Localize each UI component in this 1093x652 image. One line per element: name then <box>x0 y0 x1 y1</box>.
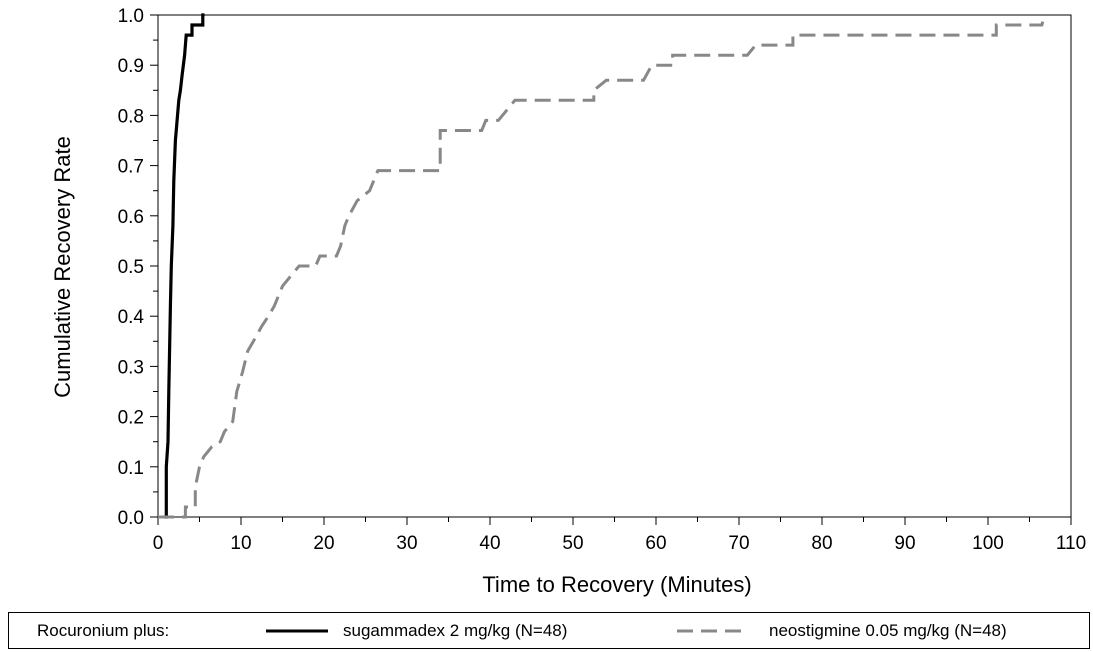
y-tick-label: 0.9 <box>118 56 144 77</box>
x-tick-label: 110 <box>1056 533 1086 554</box>
x-tick-label: 80 <box>811 533 832 554</box>
axes <box>157 14 1072 518</box>
y-tick-label: 0.8 <box>118 106 144 127</box>
x-tick-label: 70 <box>728 533 749 554</box>
y-tick-label: 0.7 <box>118 157 144 178</box>
plot-frame <box>157 14 1072 518</box>
series-layer <box>158 13 1046 519</box>
x-tick-label: 90 <box>894 533 915 554</box>
x-tick-label: 10 <box>230 533 251 554</box>
legend-swatch-neostigmine <box>677 629 749 633</box>
legend-swatch-sugammadex <box>266 629 328 633</box>
x-axis-ticks: 0 10 20 30 40 50 60 70 80 90 100 110 <box>153 517 1086 554</box>
legend-label-sugammadex: sugammadex 2 mg/kg (N=48) <box>343 621 568 640</box>
chart: 0 10 20 30 40 50 60 70 80 90 100 110 0.00.10.20.30.… <box>50 6 1086 597</box>
y-tick-label: 0.0 <box>118 508 144 529</box>
y-axis-title: Cumulative Recovery Rate <box>50 136 75 398</box>
x-axis-title: Time to Recovery (Minutes) <box>482 572 751 597</box>
y-tick-label: 1.0 <box>118 6 144 27</box>
x-tick-label: 60 <box>645 533 666 554</box>
x-tick-label: 100 <box>972 533 1004 554</box>
x-tick-label: 50 <box>562 533 583 554</box>
y-tick-label: 0.1 <box>118 458 144 479</box>
legend-label-neostigmine: neostigmine 0.05 mg/kg (N=48) <box>769 621 1007 640</box>
y-axis-ticks: 0.0 0.1 0.2 0.3 0.4 0.5 0.6 0.7 0.8 0.9 1.0 <box>118 6 158 529</box>
x-tick-label: 30 <box>396 533 417 554</box>
y-tick-label: 0.6 <box>118 207 144 228</box>
x-tick-label: 20 <box>313 533 334 554</box>
y-tick-label: 0.2 <box>118 408 144 429</box>
x-tick-label: 0 <box>153 533 164 554</box>
y-tick-label: 0.5 <box>118 257 144 278</box>
legend: Rocuronium plus: sugammadex 2 mg/kg (N=4… <box>8 612 1090 649</box>
y-tick-label: 0.4 <box>118 307 145 328</box>
legend-prefix: Rocuronium plus: <box>37 621 170 640</box>
y-tick-label: 0.3 <box>118 357 144 378</box>
series-line-neostigmine <box>158 14 1046 519</box>
x-tick-label: 40 <box>479 533 500 554</box>
series-line-sugammadex <box>164 13 205 519</box>
